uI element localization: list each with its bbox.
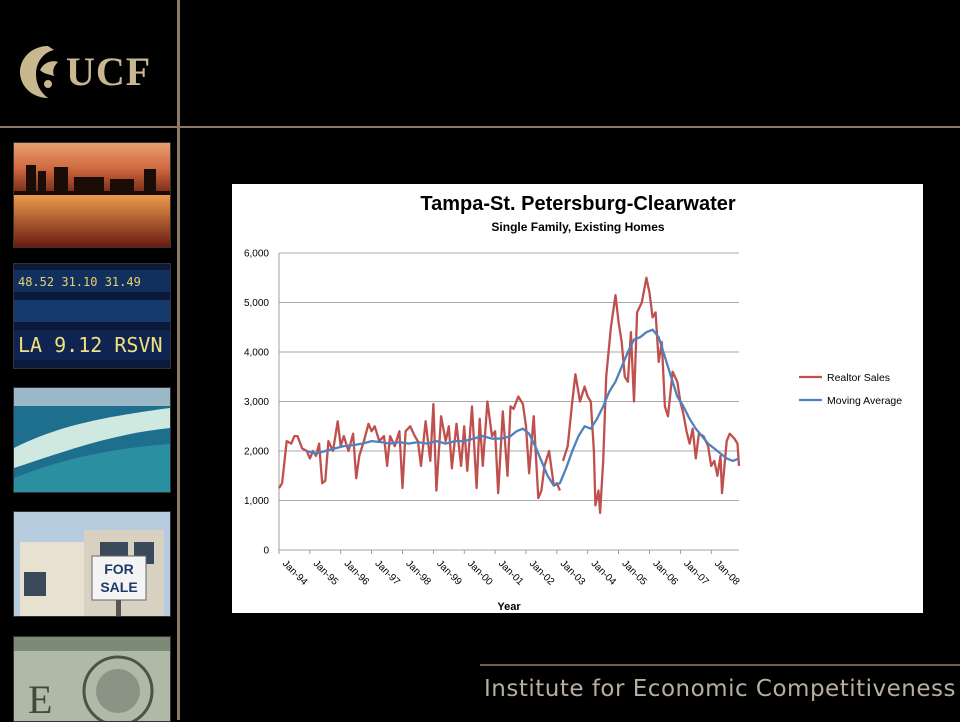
x-tick-label: Jan-04 (589, 558, 619, 588)
logo-text: UCF (66, 49, 152, 94)
x-tick-label: Jan-99 (434, 558, 464, 588)
x-tick-label: Jan-03 (558, 558, 588, 588)
x-tick-label: Jan-07 (681, 558, 711, 588)
x-axis-ticks: Jan-94 Jan-95 Jan-96 Jan-97 Jan-98 Jan-99 Jan-… (278, 550, 742, 588)
realtor-sales-line (278, 276, 741, 515)
series-lines (278, 276, 741, 515)
aerial-beach-photo (13, 387, 171, 493)
x-tick-label: Jan-06 (650, 558, 680, 588)
y-tick-label: 0 (263, 546, 269, 557)
pegasus-icon (20, 46, 58, 98)
legend-label: Moving Average (827, 395, 902, 407)
x-tick-label: Jan-95 (311, 558, 341, 588)
x-axis-label: Year (497, 601, 521, 613)
x-tick-label: Jan-05 (619, 558, 649, 588)
y-axis-ticks: 0 1,000 2,000 3,000 4,000 5,000 6,000 (244, 249, 269, 557)
svg-text:LA 9.12 RSVN: LA 9.12 RSVN (18, 333, 163, 357)
x-tick-label: Jan-02 (527, 558, 557, 588)
ucf-logo (14, 40, 174, 104)
chart-title: Tampa-St. Petersburg-Clearwater (420, 193, 735, 215)
y-tick-label: 6,000 (244, 249, 269, 260)
house-for-sale-photo: FOR SALE (13, 511, 171, 617)
gridlines (278, 252, 739, 551)
svg-text:SALE: SALE (100, 579, 137, 595)
frame-horizontal-line (0, 126, 960, 128)
svg-text:48.52 31.10 31.49: 48.52 31.10 31.49 (18, 275, 141, 289)
y-tick-label: 2,000 (244, 447, 269, 458)
legend: Realtor Sales Moving Average (799, 372, 902, 407)
x-tick-label: Jan-01 (496, 558, 526, 588)
line-chart: Tampa-St. Petersburg-Clearwater Single F… (244, 193, 902, 613)
y-tick-label: 3,000 (244, 397, 269, 408)
chart-panel: Tampa-St. Petersburg-Clearwater Single F… (232, 184, 923, 613)
x-tick-label: Jan-98 (403, 558, 433, 588)
dollar-bill-photo: E (13, 636, 171, 722)
x-tick-label: Jan-08 (712, 558, 742, 588)
svg-text:E: E (28, 677, 52, 721)
moving-average-line (306, 328, 740, 487)
x-tick-label: Jan-97 (372, 558, 402, 588)
svg-text:FOR: FOR (104, 561, 134, 577)
footer-divider-line (480, 664, 960, 666)
y-tick-label: 1,000 (244, 496, 269, 507)
x-tick-label: Jan-00 (465, 558, 495, 588)
legend-label: Realtor Sales (827, 372, 890, 384)
city-skyline-sunset-photo (13, 142, 171, 248)
chart-subtitle: Single Family, Existing Homes (491, 220, 664, 234)
stock-ticker-photo: 48.52 31.10 31.49 LA 9.12 RSVN (13, 263, 171, 369)
y-tick-label: 4,000 (244, 348, 269, 359)
x-tick-label: Jan-94 (280, 558, 310, 588)
y-tick-label: 5,000 (244, 298, 269, 309)
x-tick-label: Jan-96 (342, 558, 372, 588)
frame-vertical-line (177, 0, 180, 720)
institute-title: Institute for Economic Competitiveness (484, 676, 956, 702)
